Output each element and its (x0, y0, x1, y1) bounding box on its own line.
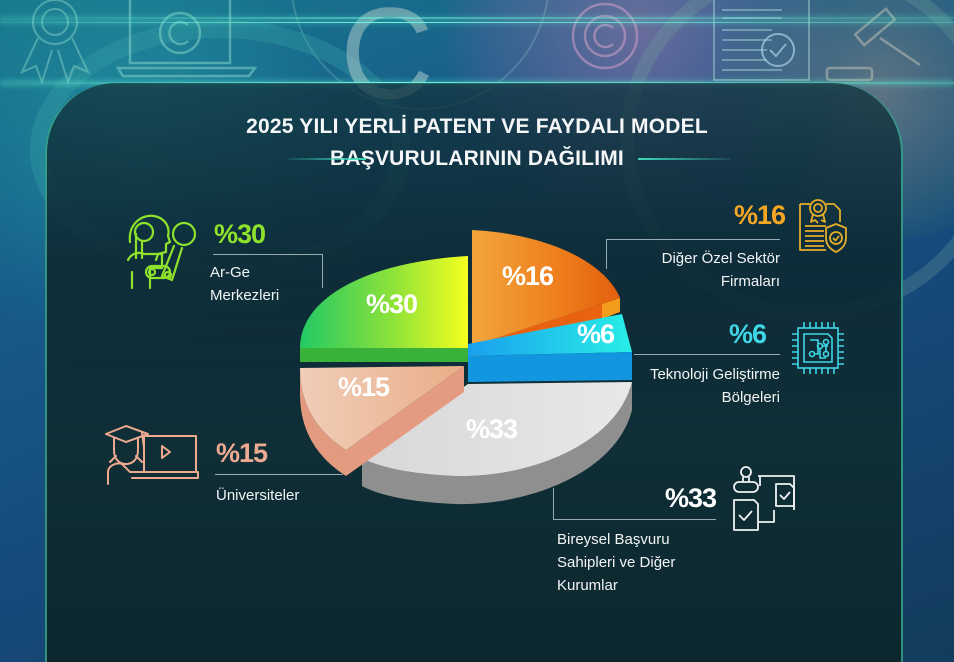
pie-chart: %30 %16 %6 %15 %33 (296, 226, 636, 506)
bireysel-label: Bireysel Başvuru Sahipleri ve Diğer Kuru… (557, 528, 675, 597)
universite-percent: %15 (216, 438, 267, 469)
document-check-icon (712, 0, 812, 82)
arge-label: Ar-Ge Merkezleri (210, 261, 279, 307)
gavel-icon (825, 0, 954, 85)
chart-title-line1: 2025 YILI YERLİ PATENT VE FAYDALI MODEL (0, 115, 954, 139)
title-rule-right (638, 158, 730, 160)
award-ribbon-icon (10, 0, 105, 90)
pie-label-universite: %15 (338, 372, 390, 402)
universite-connector (215, 474, 343, 475)
pie-label-teknoloji: %6 (577, 319, 615, 349)
copyright-circle-icon (560, 0, 650, 80)
graduate-laptop-icon (104, 422, 200, 486)
universite-label: Üniversiteler (216, 484, 299, 507)
certified-document-shield-icon (796, 196, 848, 254)
chart-title-line2: BAŞVURULARININ DAĞILIMI (0, 147, 954, 171)
pie-label-bireysel: %33 (466, 414, 518, 444)
teknoloji-connector (634, 354, 780, 355)
pie-label-arge: %30 (366, 289, 417, 319)
teknoloji-label: Teknoloji Geliştirme Bölgeleri (610, 363, 780, 409)
laptop-copyright-icon (115, 0, 260, 80)
teknoloji-percent: %6 (729, 319, 766, 350)
stamp-approved-documents-icon (730, 466, 798, 532)
title-rule-left (288, 158, 366, 160)
arge-percent: %30 (214, 219, 265, 250)
robot-arm-ai-icon (122, 212, 198, 290)
bireysel-connector (553, 488, 716, 520)
diger-ozel-label: Diğer Özel Sektör Firmaları (600, 247, 780, 293)
diger-ozel-percent: %16 (734, 200, 785, 231)
pie-label-diger-ozel: %16 (502, 261, 554, 291)
circuit-chip-icon (790, 320, 846, 376)
